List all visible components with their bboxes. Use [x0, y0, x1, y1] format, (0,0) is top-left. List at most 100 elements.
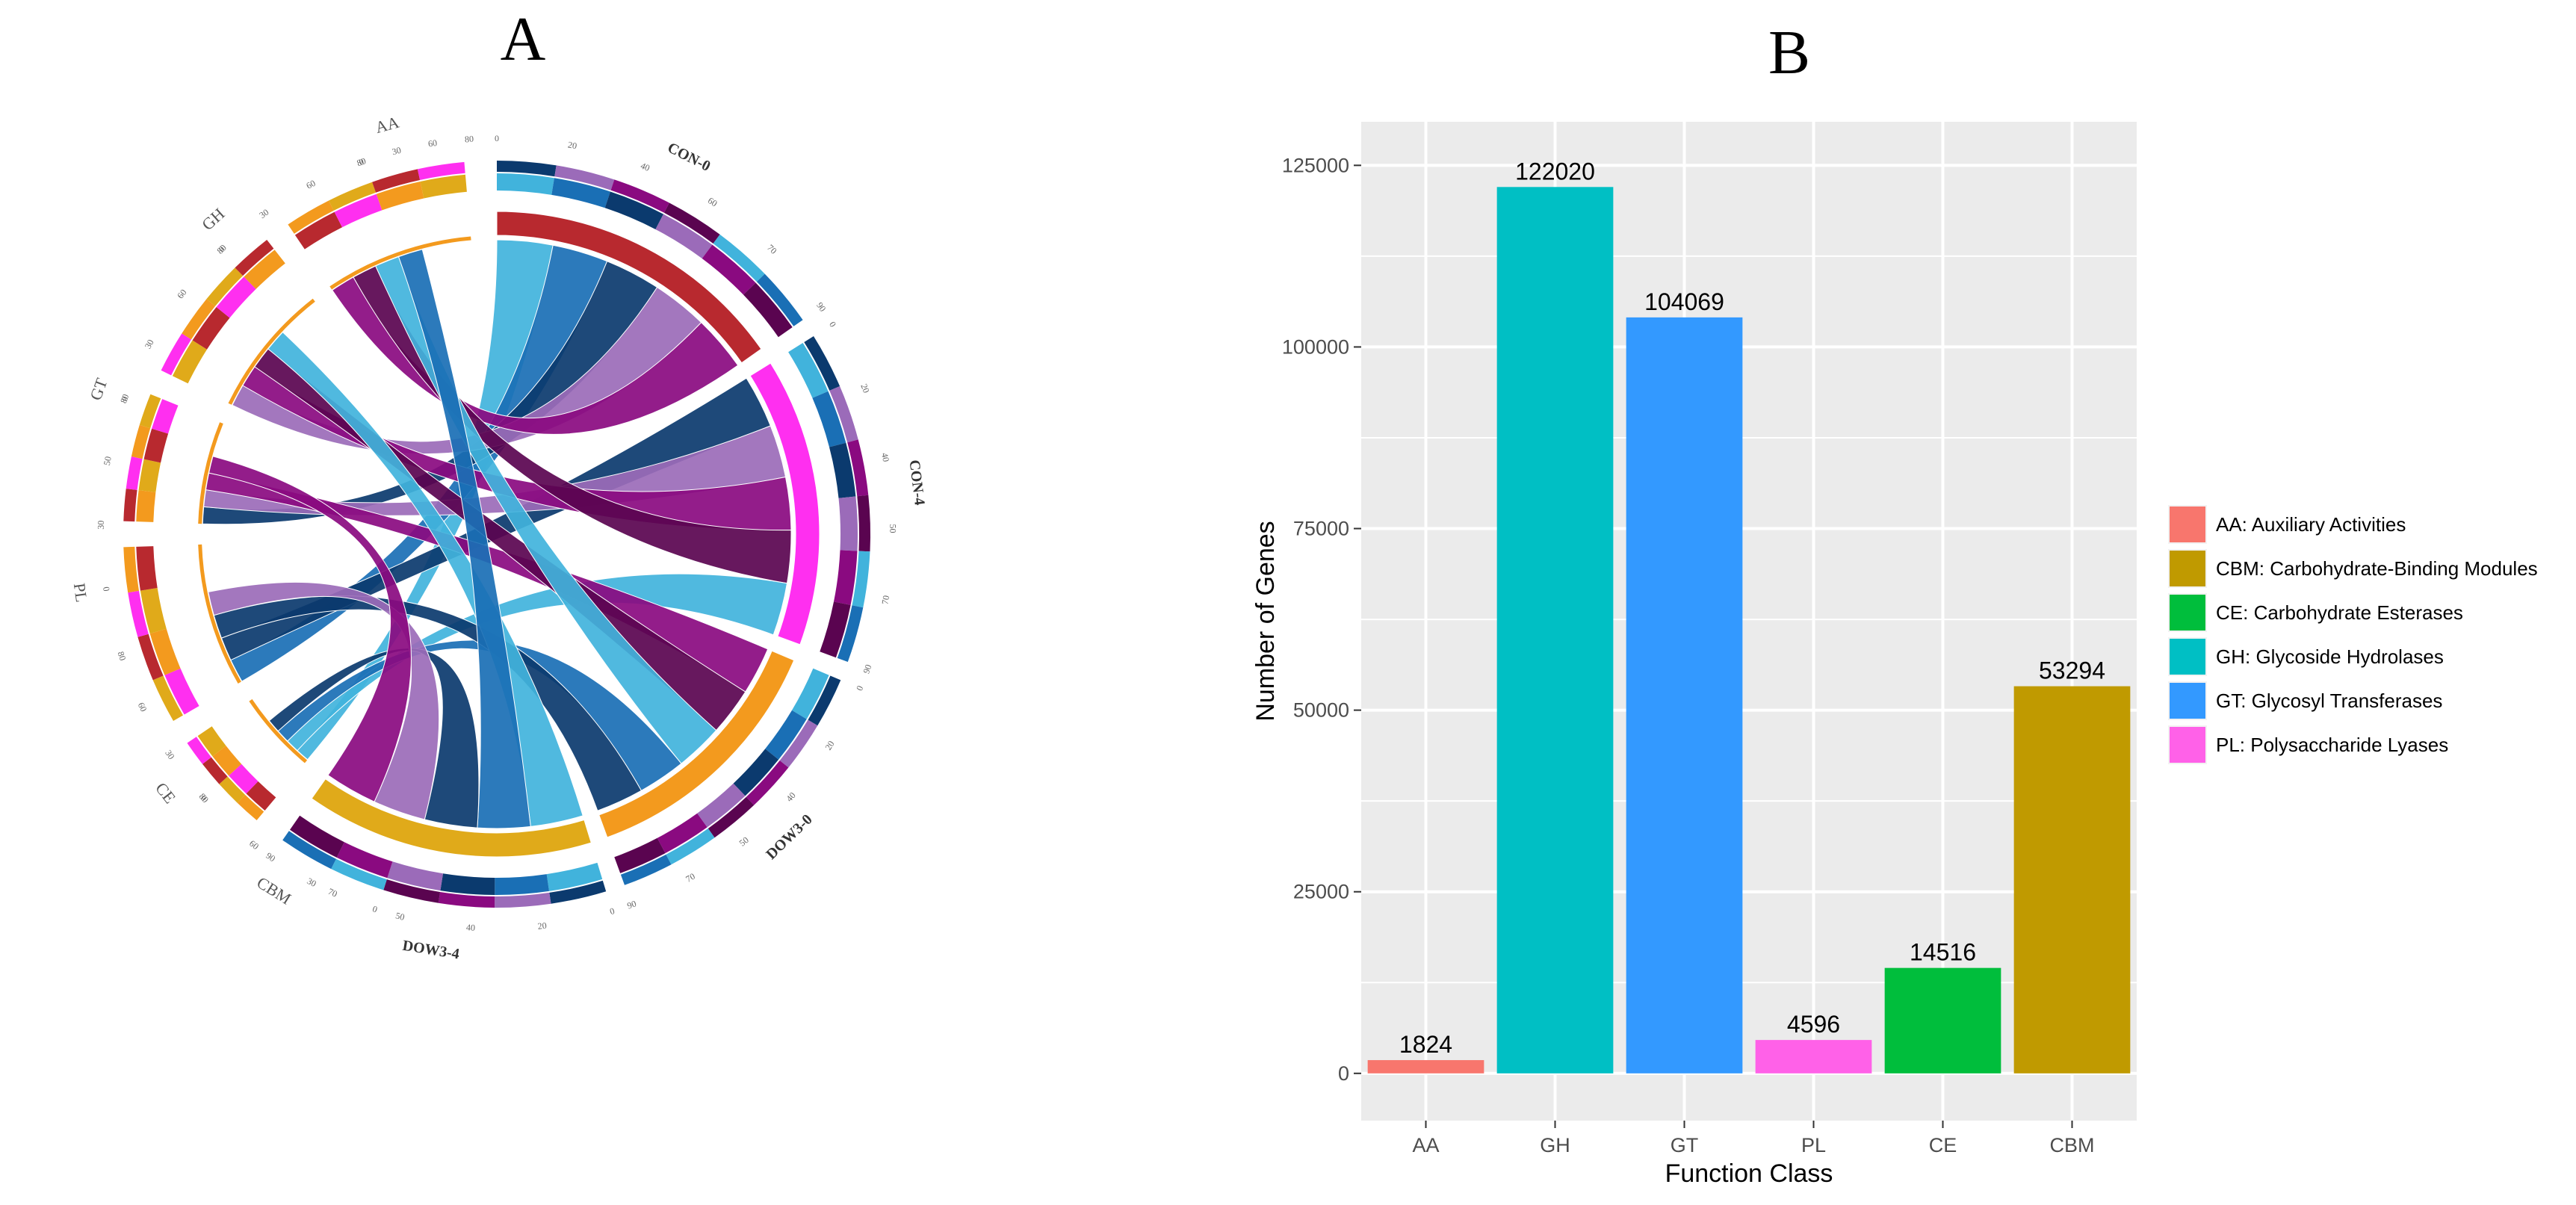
- ring-tick-label: 30: [306, 876, 318, 889]
- outer-ring-band: [182, 299, 216, 340]
- outer-ring-band: [551, 178, 610, 208]
- legend-label: GH: Glycoside Hydrolases: [2216, 645, 2444, 668]
- outer-ring-band: [837, 605, 864, 662]
- outer-ring-band: [857, 495, 871, 552]
- outer-ring-band: [838, 496, 858, 551]
- segment-label: DOW3-0: [763, 811, 815, 863]
- outer-ring-band: [128, 590, 149, 637]
- ring-tick-label: 0: [854, 684, 865, 693]
- outer-ring-band: [829, 442, 856, 498]
- outer-ring-band: [808, 675, 841, 726]
- outer-ring-band: [779, 719, 818, 768]
- chart-legend: AA: Auxiliary Activities CBM: Carbohydrat…: [2168, 505, 2538, 764]
- ring-tick-label: 80: [356, 155, 368, 168]
- outer-ring-band: [440, 873, 495, 895]
- ring-tick-label: 60: [175, 287, 188, 300]
- ring-tick-label: 70: [765, 242, 778, 255]
- ring-tick-label: 40: [466, 922, 476, 933]
- segment-label: AA: [374, 113, 401, 137]
- outer-ring-band: [743, 282, 793, 338]
- bar-cbm: [2013, 686, 2131, 1074]
- outer-ring-band: [383, 879, 441, 903]
- outer-ring-band: [140, 588, 167, 634]
- outer-ring-band: [372, 169, 421, 193]
- segment-label: DOW3-4: [401, 938, 460, 963]
- ring-tick-label: 30: [163, 748, 176, 761]
- ring-tick-label: 70: [879, 595, 891, 605]
- y-tick-label: 0: [1338, 1062, 1349, 1085]
- outer-ring-band: [216, 276, 256, 318]
- bar-value-label: 4596: [1787, 1011, 1840, 1038]
- outer-ring-band: [329, 182, 377, 211]
- bar-pl: [1755, 1040, 1872, 1074]
- ring-tick-label: 0: [495, 133, 499, 143]
- outer-ring-band: [192, 307, 230, 350]
- outer-ring-band: [792, 668, 829, 719]
- plot-panel-background: [1361, 122, 2137, 1121]
- ring-tick-label: 30: [96, 521, 106, 530]
- x-tick-label: AA: [1412, 1134, 1439, 1156]
- outer-ring-band: [143, 428, 169, 463]
- panel-b-letter: B: [1768, 18, 1810, 87]
- outer-ring-band: [420, 174, 467, 199]
- outer-ring-band: [164, 668, 199, 715]
- inner-arc-class-rim: [228, 298, 315, 405]
- outer-ring-band: [294, 211, 342, 250]
- outer-ring-band: [713, 234, 765, 282]
- bar-chart: 1824 122020 104069 4596 14516 53294 0 25000 5000…: [1251, 122, 2137, 1188]
- x-tick-label: CE: [1929, 1134, 1957, 1156]
- ring-tick-label: 60: [706, 195, 719, 208]
- outer-ring-band: [708, 796, 755, 838]
- outer-ring-band: [334, 193, 383, 228]
- y-tick-label: 75000: [1293, 518, 1349, 540]
- ring-tick-label: 30: [391, 145, 402, 158]
- x-tick-label: GT: [1671, 1134, 1699, 1156]
- bar-gt: [1626, 317, 1743, 1074]
- ring-tick-label: 0: [608, 905, 616, 917]
- ring-tick-label: 90: [861, 663, 873, 675]
- ring-tick-label: 80: [465, 134, 474, 145]
- outer-ring-band: [663, 202, 720, 244]
- inner-arc-class-rim: [198, 422, 223, 524]
- outer-ring-band: [282, 831, 336, 870]
- inner-arc-sample: [749, 362, 820, 645]
- ring-tick-label: 60: [304, 178, 317, 191]
- inner-arc-class-rim: [198, 544, 241, 684]
- inner-arc-class-rim: [329, 236, 471, 290]
- ring-tick-label: 50: [737, 834, 751, 848]
- legend-label: GT: Glycosyl Transferases: [2216, 690, 2442, 712]
- legend-swatch: [2170, 507, 2205, 542]
- legend-label: CE: Carbohydrate Esterases: [2216, 601, 2463, 624]
- outer-ring-band: [152, 399, 179, 434]
- outer-ring-band: [376, 182, 424, 211]
- y-tick-label: 125000: [1282, 154, 1349, 176]
- ring-tick-label: 0: [119, 394, 130, 402]
- outer-ring-band: [237, 794, 264, 820]
- outer-ring-band: [131, 424, 151, 459]
- outer-ring-band: [820, 601, 851, 658]
- outer-ring-band: [123, 489, 137, 522]
- ring-tick-label: 50: [394, 910, 406, 923]
- ring-tick-label: 40: [639, 161, 651, 173]
- outer-ring-band: [138, 459, 161, 492]
- outer-ring-band: [604, 191, 663, 229]
- outer-ring-band: [756, 273, 803, 326]
- chord-ribbon: [208, 456, 412, 802]
- bar-value-label: 104069: [1644, 288, 1724, 315]
- outer-ring-band: [149, 628, 181, 675]
- outer-ring-band: [614, 837, 666, 873]
- ring-tick-label: 40: [784, 790, 797, 804]
- segment-label: CON-4: [906, 459, 928, 506]
- ring-tick-label: 70: [684, 871, 696, 885]
- outer-ring-band: [202, 757, 228, 784]
- outer-ring-band: [187, 737, 211, 764]
- outer-ring-band: [331, 858, 387, 890]
- outer-ring-band: [765, 710, 807, 760]
- segment-label: PL: [70, 582, 91, 604]
- outer-ring-band: [197, 726, 226, 757]
- ring-tick-label: 90: [264, 850, 277, 864]
- segment-label: GH: [198, 204, 228, 234]
- chord-diagram-panel: A CON-0 0 20 40 60 70 90 CON-4 0 20 40 50 70 90 DOW3-0…: [70, 4, 928, 962]
- outer-ring-band: [834, 550, 858, 605]
- outer-ring-band: [417, 161, 465, 180]
